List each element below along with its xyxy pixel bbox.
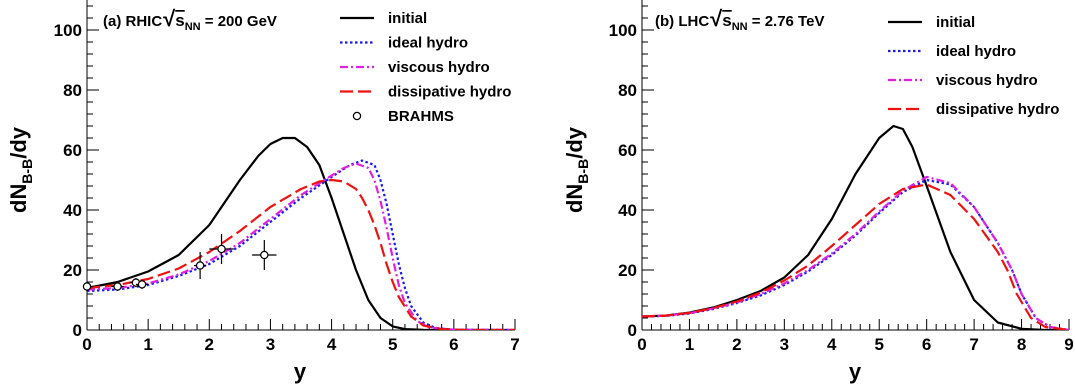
brahms-point [217, 244, 226, 254]
x-tick-label: 3 [266, 335, 275, 354]
x-tick-label: 4 [327, 335, 337, 354]
legend: initial ideal hydro viscous hydro dissipati… [340, 10, 511, 125]
sqrt-s-subscript: NN [732, 21, 748, 33]
sqrt-s-subscript: NN [185, 21, 201, 33]
legend-label: ideal hydro [388, 35, 468, 52]
x-tick-label: 6 [449, 335, 458, 354]
x-tick-label: 1 [685, 335, 694, 354]
legend-label: viscous hydro [388, 59, 490, 76]
panel-label: (a) RHIC [103, 13, 162, 30]
series-line-initial [642, 124, 1069, 330]
y-tick-label: 60 [618, 141, 637, 160]
x-tick-label: 6 [922, 335, 931, 354]
x-tick-label: 0 [637, 335, 646, 354]
y-tick-label: 40 [618, 201, 637, 220]
series-line-ideal-hydro [87, 159, 515, 330]
legend-label: viscous hydro [936, 72, 1038, 89]
sqrt-s: s [722, 11, 731, 30]
x-tick-label: 8 [1017, 335, 1026, 354]
series-line-dissipative-hydro [87, 178, 515, 330]
y-tick-label: 100 [609, 21, 637, 40]
y-tick-label: 0 [628, 321, 637, 340]
x-tick-label: 7 [969, 335, 978, 354]
y-tick-label: 20 [63, 261, 82, 280]
x-tick-label: 2 [205, 335, 214, 354]
x-tick-label: 9 [1064, 335, 1073, 354]
x-tick-label: 2 [732, 335, 741, 354]
legend-label: initial [388, 10, 427, 27]
y-tick-label: 80 [63, 81, 82, 100]
panel-label: (b) LHC [655, 13, 709, 30]
x-axis-label: y [849, 359, 862, 384]
legend: initial ideal hydro viscous hydro dissipati… [888, 14, 1059, 118]
series-line-ideal-hydro [642, 178, 1069, 330]
y-label-tail: /dy [6, 126, 31, 159]
panel-rhic: 0 1 2 3 4 5 6 7 0 20 40 60 80 100 y dNB-B/dy (a) RHIC√sN… [6, 0, 520, 384]
y-tick-label: 40 [63, 201, 82, 220]
y-label-subscript: B-B [19, 159, 35, 184]
y-label-base: dN [562, 184, 587, 213]
y-tick-label: 100 [54, 21, 82, 40]
y-label-subscript: B-B [575, 159, 591, 184]
x-tick-label: 4 [827, 335, 837, 354]
series-line-viscous-hydro [642, 175, 1069, 330]
series-line-initial [87, 136, 515, 330]
brahms-point [195, 261, 205, 270]
legend-label: dissipative hydro [936, 101, 1059, 118]
y-tick-label: 60 [63, 141, 82, 160]
y-tick-label: 0 [73, 321, 82, 340]
sqrt-symbol: √ [710, 6, 723, 31]
x-tick-label: 7 [510, 335, 519, 354]
y-label-base: dN [6, 184, 31, 213]
x-tick-label: 5 [874, 335, 883, 354]
y-axis-label: dNB-B/dy [6, 126, 35, 213]
energy-label: = 2.76 TeV [748, 13, 825, 30]
legend-label: dissipative hydro [388, 84, 511, 101]
brahms-point [137, 280, 147, 289]
panel-lhc: 0 1 2 3 4 5 6 7 8 9 0 20 40 60 80 100 y dNB-B/dy (b) LHC√s… [562, 0, 1074, 384]
x-axis-label: y [294, 359, 307, 384]
legend-label: ideal hydro [936, 43, 1016, 60]
panel-title: (a) RHIC√sNN = 200 GeV [103, 6, 277, 33]
legend-marker [352, 111, 362, 121]
series-line-dissipative-hydro [642, 183, 1069, 330]
y-axis-label: dNB-B/dy [562, 126, 591, 213]
energy-label: = 200 GeV [201, 13, 277, 30]
series-line-viscous-hydro [87, 162, 515, 330]
sqrt-symbol: √ [163, 6, 176, 31]
x-tick-label: 1 [143, 335, 152, 354]
brahms-point [82, 282, 92, 291]
legend-label: BRAHMS [388, 108, 454, 125]
x-tick-label: 3 [780, 335, 789, 354]
x-tick-label: 5 [388, 335, 397, 354]
curves [87, 136, 515, 330]
panel-title: (b) LHC√sNN = 2.76 TeV [655, 6, 824, 33]
brahms-point [260, 250, 269, 260]
y-label-tail: /dy [562, 126, 587, 159]
y-tick-label: 20 [618, 261, 637, 280]
x-tick-label: 0 [82, 335, 91, 354]
legend-label: initial [936, 14, 975, 31]
sqrt-s: s [175, 11, 184, 30]
curves [642, 124, 1069, 330]
y-tick-label: 80 [618, 81, 637, 100]
brahms-point [113, 282, 122, 291]
